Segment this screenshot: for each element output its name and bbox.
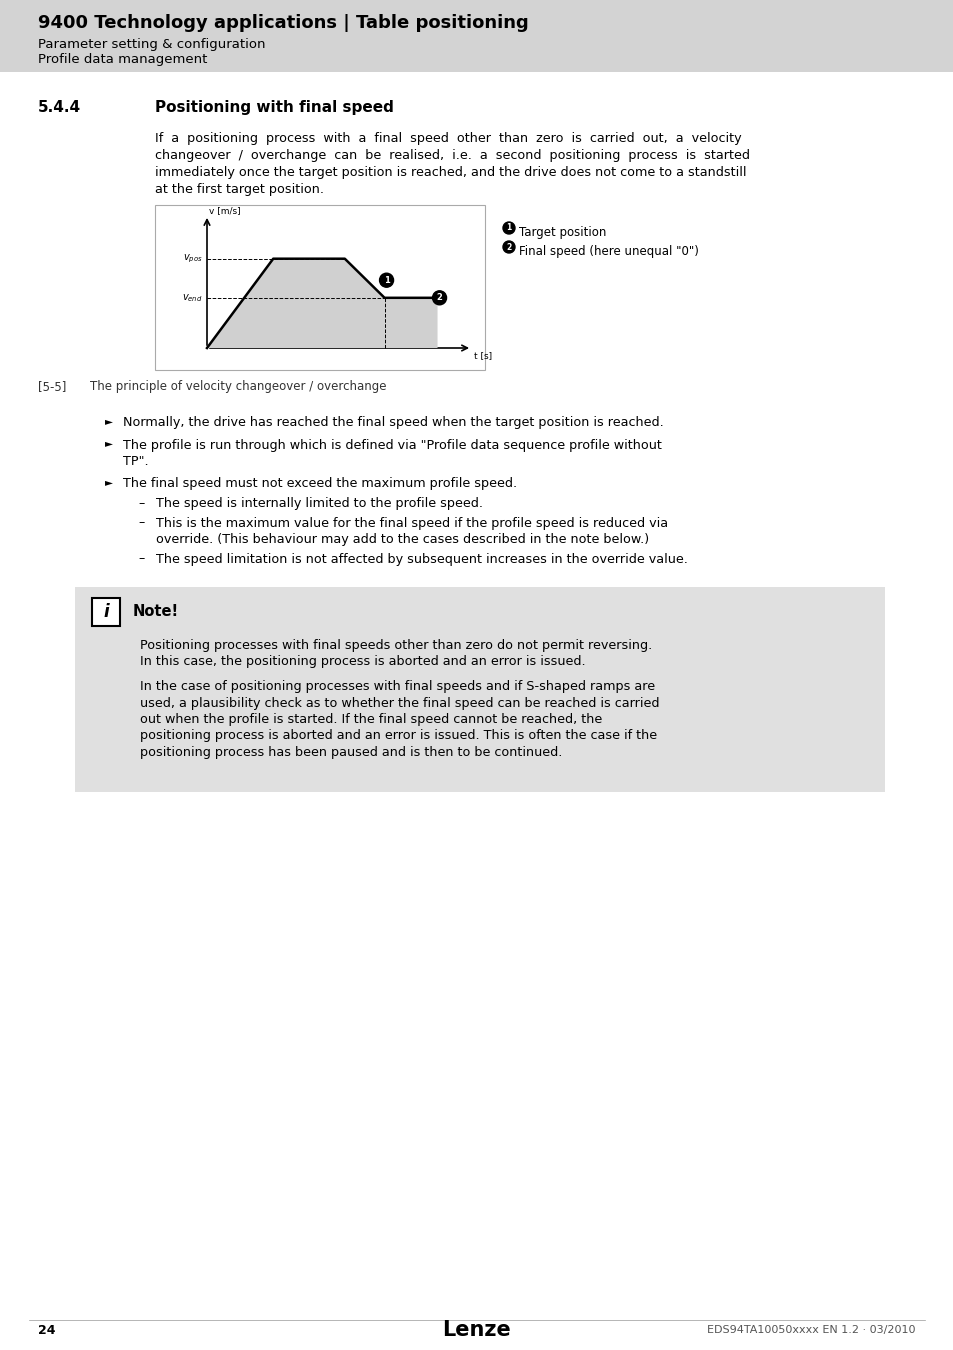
Text: Target position: Target position	[518, 225, 606, 239]
Text: Positioning processes with final speeds other than zero do not permit reversing.: Positioning processes with final speeds …	[140, 639, 652, 652]
Text: ►: ►	[105, 478, 112, 487]
Circle shape	[379, 273, 394, 288]
Text: used, a plausibility check as to whether the final speed can be reached is carri: used, a plausibility check as to whether…	[140, 697, 659, 710]
Text: The speed is internally limited to the profile speed.: The speed is internally limited to the p…	[156, 497, 482, 510]
Text: i: i	[103, 603, 109, 621]
Text: 1: 1	[383, 275, 389, 285]
Text: $v_{pos}$: $v_{pos}$	[183, 252, 203, 265]
Text: Profile data management: Profile data management	[38, 53, 207, 66]
Polygon shape	[207, 259, 437, 348]
Circle shape	[502, 242, 515, 252]
Text: at the first target position.: at the first target position.	[154, 184, 324, 196]
Text: t [s]: t [s]	[474, 351, 492, 360]
Text: The final speed must not exceed the maximum profile speed.: The final speed must not exceed the maxi…	[123, 478, 517, 490]
Text: [5-5]: [5-5]	[38, 379, 67, 393]
Text: In the case of positioning processes with final speeds and if S-shaped ramps are: In the case of positioning processes wit…	[140, 680, 655, 693]
Text: Parameter setting & configuration: Parameter setting & configuration	[38, 38, 265, 51]
Text: –: –	[138, 497, 144, 510]
Text: 1: 1	[506, 224, 511, 232]
Text: ►: ►	[105, 439, 112, 448]
Text: Normally, the drive has reached the final speed when the target position is reac: Normally, the drive has reached the fina…	[123, 416, 663, 429]
Circle shape	[432, 290, 446, 305]
Text: –: –	[138, 552, 144, 566]
Text: Final speed (here unequal "0"): Final speed (here unequal "0")	[518, 244, 699, 258]
Text: override. (This behaviour may add to the cases described in the note below.): override. (This behaviour may add to the…	[156, 533, 648, 545]
Text: This is the maximum value for the final speed if the profile speed is reduced vi: This is the maximum value for the final …	[156, 517, 667, 529]
Text: v [m/s]: v [m/s]	[209, 207, 240, 215]
Text: The speed limitation is not affected by subsequent increases in the override val: The speed limitation is not affected by …	[156, 552, 687, 566]
Text: 2: 2	[436, 293, 442, 302]
Text: positioning process is aborted and an error is issued. This is often the case if: positioning process is aborted and an er…	[140, 729, 657, 742]
Text: 9400 Technology applications | Table positioning: 9400 Technology applications | Table pos…	[38, 14, 528, 32]
Text: 5.4.4: 5.4.4	[38, 100, 81, 115]
Text: Lenze: Lenze	[442, 1320, 511, 1341]
Text: Note!: Note!	[132, 605, 179, 620]
Text: positioning process has been paused and is then to be continued.: positioning process has been paused and …	[140, 747, 561, 759]
Text: $v_{end}$: $v_{end}$	[182, 292, 203, 304]
Text: EDS94TA10050xxxx EN 1.2 · 03/2010: EDS94TA10050xxxx EN 1.2 · 03/2010	[707, 1324, 915, 1335]
Text: out when the profile is started. If the final speed cannot be reached, the: out when the profile is started. If the …	[140, 713, 601, 726]
Text: Positioning with final speed: Positioning with final speed	[154, 100, 394, 115]
Text: immediately once the target position is reached, and the drive does not come to : immediately once the target position is …	[154, 166, 745, 180]
Text: TP".: TP".	[123, 455, 149, 468]
Text: If  a  positioning  process  with  a  final  speed  other  than  zero  is  carri: If a positioning process with a final sp…	[154, 132, 740, 144]
Text: changeover  /  overchange  can  be  realised,  i.e.  a  second  positioning  pro: changeover / overchange can be realised,…	[154, 148, 749, 162]
Text: ►: ►	[105, 416, 112, 427]
Bar	[0, 0, 953, 72]
Text: The profile is run through which is defined via "Profile data sequence profile w: The profile is run through which is defi…	[123, 439, 661, 451]
Text: –: –	[138, 517, 144, 529]
Text: In this case, the positioning process is aborted and an error is issued.: In this case, the positioning process is…	[140, 656, 585, 668]
FancyBboxPatch shape	[91, 598, 120, 626]
Bar	[154, 205, 484, 370]
Circle shape	[502, 221, 515, 234]
Text: 2: 2	[506, 243, 511, 251]
Text: 24: 24	[38, 1323, 55, 1336]
Text: The principle of velocity changeover / overchange: The principle of velocity changeover / o…	[90, 379, 386, 393]
Bar	[75, 587, 884, 792]
